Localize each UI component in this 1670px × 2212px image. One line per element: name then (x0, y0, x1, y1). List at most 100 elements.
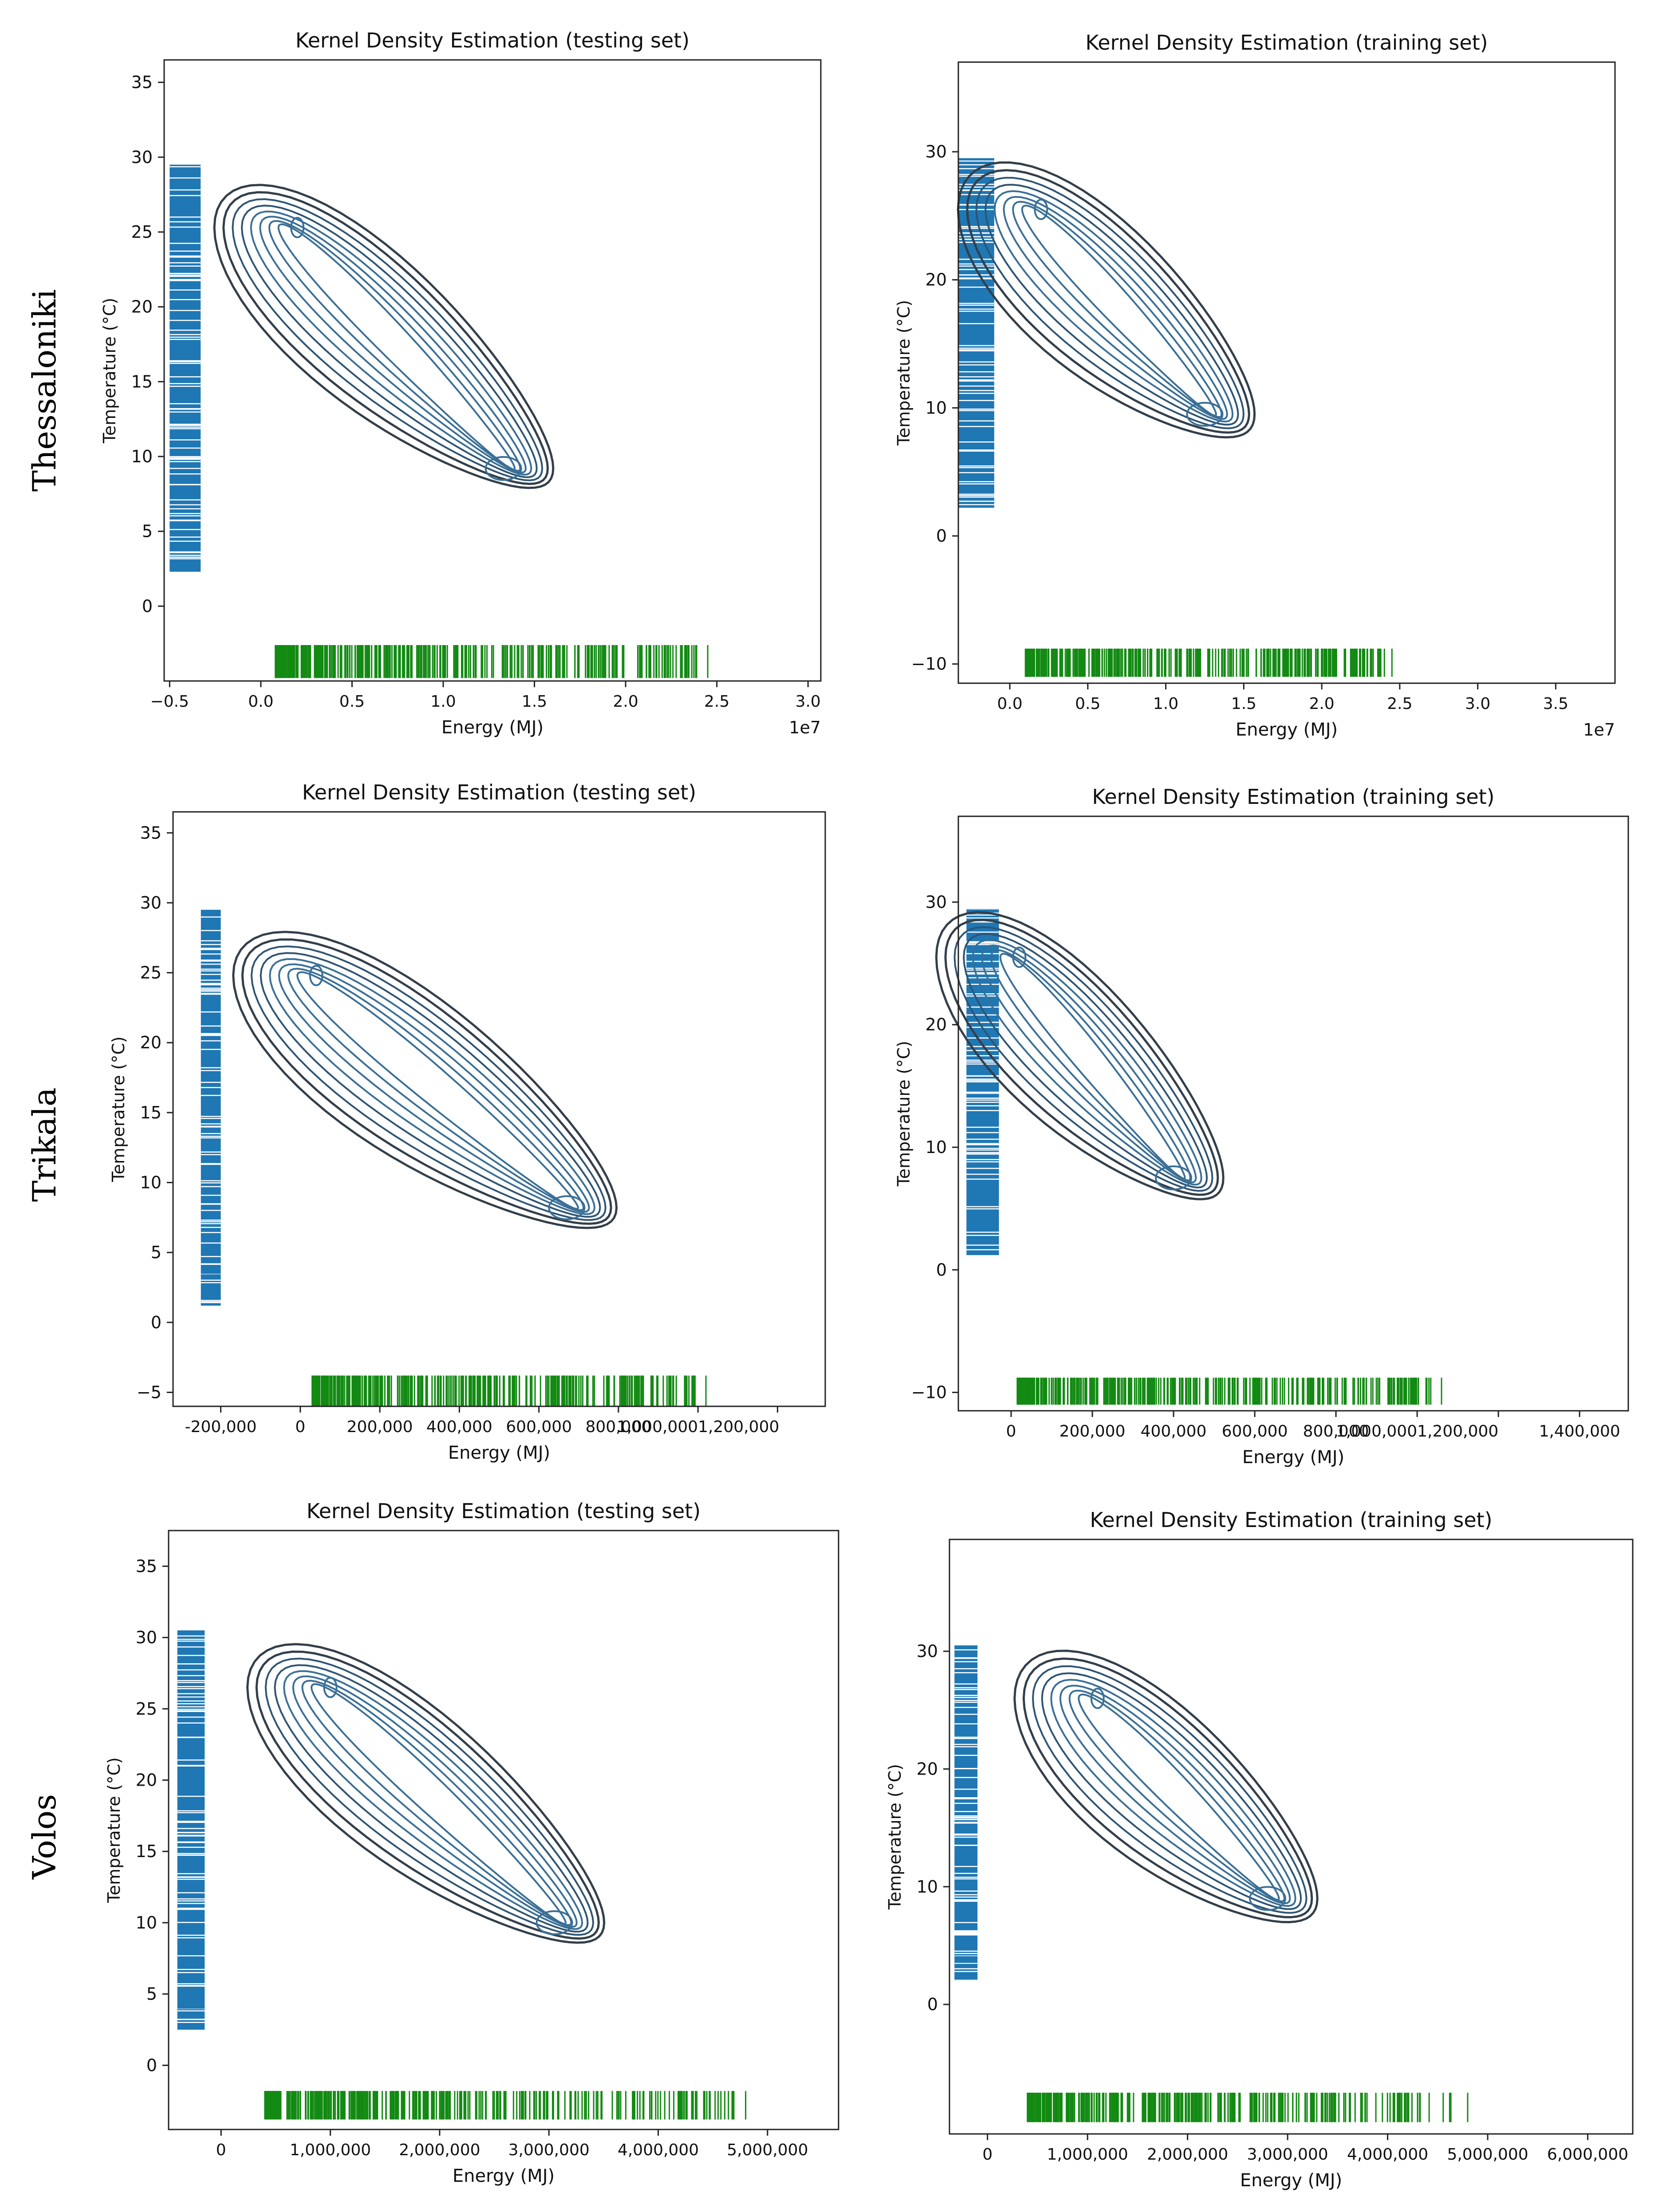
kde-contour-level (1013, 1649, 1319, 1924)
plot-frame (957, 61, 1616, 684)
y-tick-label: 25 (140, 963, 161, 983)
y-tick-label: 20 (140, 1033, 161, 1052)
kde-contours (232, 930, 618, 1229)
y-tick-label: 0 (142, 596, 153, 616)
x-tick-label: 2.5 (1387, 695, 1412, 713)
x-axis-label: Energy (MJ) (453, 2166, 555, 2186)
y-tick-label: 35 (136, 1556, 157, 1576)
y-tick-label: 20 (917, 1759, 938, 1779)
kde-peak-primary (1012, 946, 1027, 968)
kde-contour-level (259, 216, 527, 474)
x-rug (1016, 1378, 1442, 1405)
kde-peak-secondary (484, 456, 522, 481)
kde-contour-level (975, 177, 1245, 429)
kde-contour-level (957, 161, 1256, 439)
y-tick-label: 15 (140, 1103, 161, 1122)
x-tick-label: 3,000,000 (1247, 2145, 1328, 2164)
y-tick-label: 30 (926, 892, 947, 912)
kde-peak-secondary (1155, 1165, 1193, 1191)
x-axis: 0 1,000,000 2,000,000 3,000,000 4,000,000 5,0… (216, 2129, 808, 2159)
x-tick-label: 2.0 (613, 693, 638, 711)
kde-peak-primary (290, 216, 305, 238)
row-label-trikala: Trikala (26, 1087, 63, 1202)
kde-contour-level (944, 918, 1219, 1196)
x-tick-label: 400,000 (426, 1418, 492, 1436)
x-tick-label: -200,000 (185, 1418, 257, 1436)
y-axis-label: Temperature (°C) (885, 1764, 905, 1910)
x-offset-label: 1e7 (789, 718, 821, 737)
kde-chart-volos-training: Kernel Density Estimation (training set)… (885, 1508, 1634, 2191)
kde-chart-thessaloniki-training: Kernel Density Estimation (training set)… (894, 31, 1616, 740)
chart-title: Kernel Density Estimation (testing set) (302, 780, 697, 804)
kde-contours (246, 1643, 606, 1944)
y-tick-label: 0 (927, 1995, 938, 2014)
plot-frame (957, 815, 1629, 1412)
x-rug (1027, 2093, 1469, 2122)
y-tick-label: 10 (140, 1173, 161, 1193)
y-tick-label: 20 (131, 297, 153, 317)
kde-contour-level (246, 1643, 606, 1944)
x-tick-label: 3.0 (796, 693, 821, 711)
x-tick-label: 0 (982, 2145, 993, 2164)
x-tick-label: 5,000,000 (727, 2141, 808, 2159)
y-tick-label: 5 (142, 522, 153, 541)
x-tick-label: 2,000,000 (399, 2141, 480, 2159)
kde-contour-level (1050, 1679, 1296, 1907)
y-axis: 0 5 10 15 20 25 30 35 (131, 73, 164, 616)
y-tick-label: 30 (926, 142, 947, 161)
y-tick-label: 20 (136, 1771, 157, 1790)
kde-contours (1013, 1649, 1319, 1924)
kde-contour-level (953, 926, 1213, 1192)
kde-peak-primary (1034, 198, 1048, 220)
x-tick-label: 6,000,000 (1547, 2145, 1628, 2164)
y-tick-label: 15 (136, 1842, 157, 1861)
x-rug (275, 645, 709, 678)
x-axis: 0.0 0.5 1.0 1.5 2.0 2.5 3.0 3.5 (997, 683, 1568, 713)
x-tick-label: 800,000 (585, 1418, 651, 1436)
x-rug (1024, 649, 1393, 677)
y-tick-label: 30 (140, 893, 161, 913)
kde-peak-secondary (536, 1910, 573, 1935)
x-axis-label: Energy (MJ) (441, 717, 544, 738)
x-tick-label: 1.0 (430, 693, 456, 711)
x-axis: 0 200,000 400,000 600,000 800,0001,000,0001,… (1006, 1411, 1620, 1441)
x-tick-label: 1.5 (1231, 695, 1256, 713)
x-tick-label: 800,000 (1303, 1422, 1369, 1441)
y-tick-label: 0 (936, 526, 947, 546)
x-tick-label: 600,000 (506, 1418, 572, 1436)
y-axis-label: Temperature (°C) (894, 1041, 914, 1187)
kde-contour-level (966, 169, 1250, 434)
kde-contour-level (993, 190, 1234, 423)
x-tick-label: 3,000,000 (508, 2141, 590, 2159)
kde-peak-secondary (1186, 401, 1224, 427)
kde-contour-level (292, 1675, 578, 1928)
plot-frame (949, 1539, 1634, 2135)
x-tick-label: 5,000,000 (1447, 2145, 1528, 2164)
kde-contour-level (278, 963, 590, 1213)
kde-contour-level (1021, 205, 1217, 417)
kde-chart-volos-testing: Kernel Density Estimation (testing set) 0… (104, 1499, 839, 2186)
y-tick-label: 10 (926, 1137, 947, 1157)
kde-peak-primary (323, 1677, 338, 1698)
kde-contour-level (255, 1650, 600, 1940)
x-rug (264, 2091, 747, 2120)
y-tick-label: 30 (917, 1641, 938, 1661)
kde-contour-level (963, 933, 1208, 1189)
y-tick-label: −5 (137, 1382, 161, 1402)
y-tick-label: 20 (926, 270, 947, 290)
y-tick-label: 35 (131, 73, 153, 92)
kde-contour-level (250, 210, 532, 476)
kde-peak-secondary (1249, 1886, 1287, 1911)
x-tick-label: 3.0 (1465, 695, 1490, 713)
kde-contour-level (985, 184, 1239, 426)
y-tick-label: 30 (131, 147, 153, 167)
kde-contour-level (1032, 1665, 1308, 1914)
kde-contour-level (269, 958, 596, 1215)
kde-contour-level (287, 968, 585, 1211)
kde-contour-level (972, 939, 1202, 1186)
x-tick-label: 0.5 (339, 693, 365, 711)
kde-contour-level (935, 911, 1225, 1200)
kde-contour-level (250, 945, 607, 1221)
y-tick-label: 10 (136, 1913, 157, 1933)
kde-contour-level (240, 205, 538, 478)
